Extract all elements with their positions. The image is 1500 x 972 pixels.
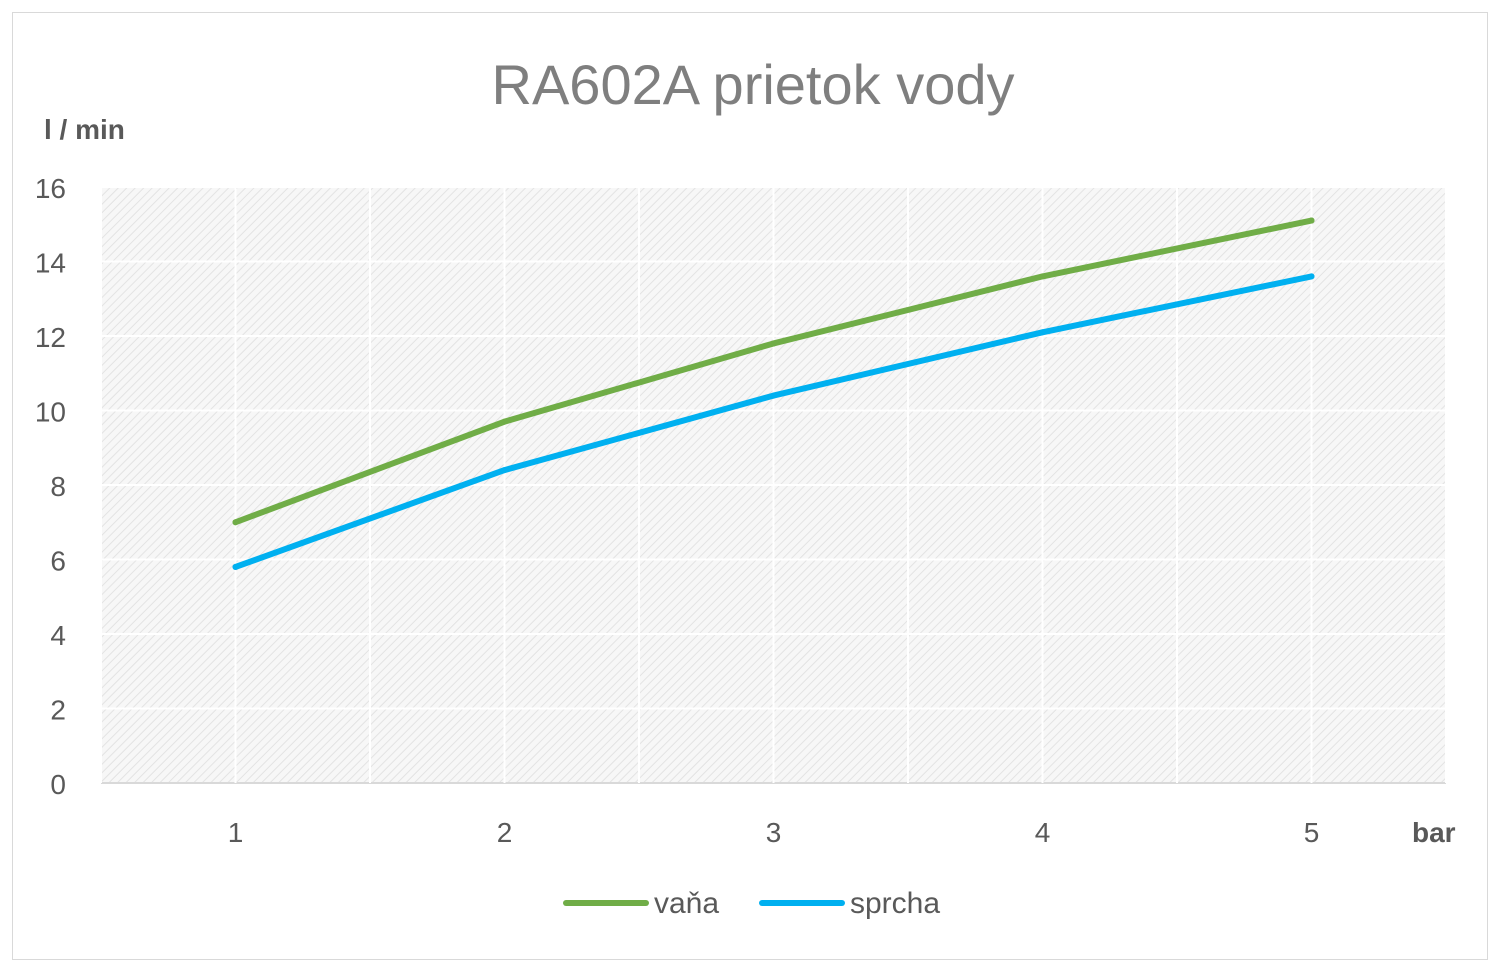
chart-title: RA602A prietok vody [492,53,1015,116]
data-point [1039,329,1046,336]
data-point [770,340,777,347]
y-tick-label: 2 [50,695,66,726]
x-tick-label: 4 [1035,817,1051,848]
data-point [232,519,239,526]
grid [100,186,1447,784]
data-point [232,563,239,570]
x-tick-label: 2 [497,817,513,848]
y-tick-label: 16 [35,173,66,204]
y-tick-label: 12 [35,322,66,353]
x-tick-label: 3 [766,817,782,848]
x-tick-label: 1 [228,817,244,848]
y-tick-label: 4 [50,620,66,651]
x-axis-label: bar [1412,817,1456,848]
data-point [770,392,777,399]
y-tick-label: 6 [50,546,66,577]
y-tick-label: 10 [35,397,66,428]
data-point [501,467,508,474]
data-point [1308,217,1315,224]
legend-label: sprcha [850,887,940,920]
y-axis-ticks: 0 2 4 6 8 10 12 14 16 [35,173,66,800]
y-tick-label: 8 [50,471,66,502]
x-tick-label: 5 [1304,817,1320,848]
x-axis-ticks: 1 2 3 4 5 [228,817,1320,848]
y-tick-label: 0 [50,769,66,800]
data-point [1039,273,1046,280]
y-axis-label: l / min [44,114,125,145]
legend-label: vaňa [654,887,719,920]
data-point [1308,273,1315,280]
data-point [501,418,508,425]
legend: vaňa sprcha [563,887,940,920]
y-tick-label: 14 [35,248,66,279]
series-lines [232,217,1315,570]
